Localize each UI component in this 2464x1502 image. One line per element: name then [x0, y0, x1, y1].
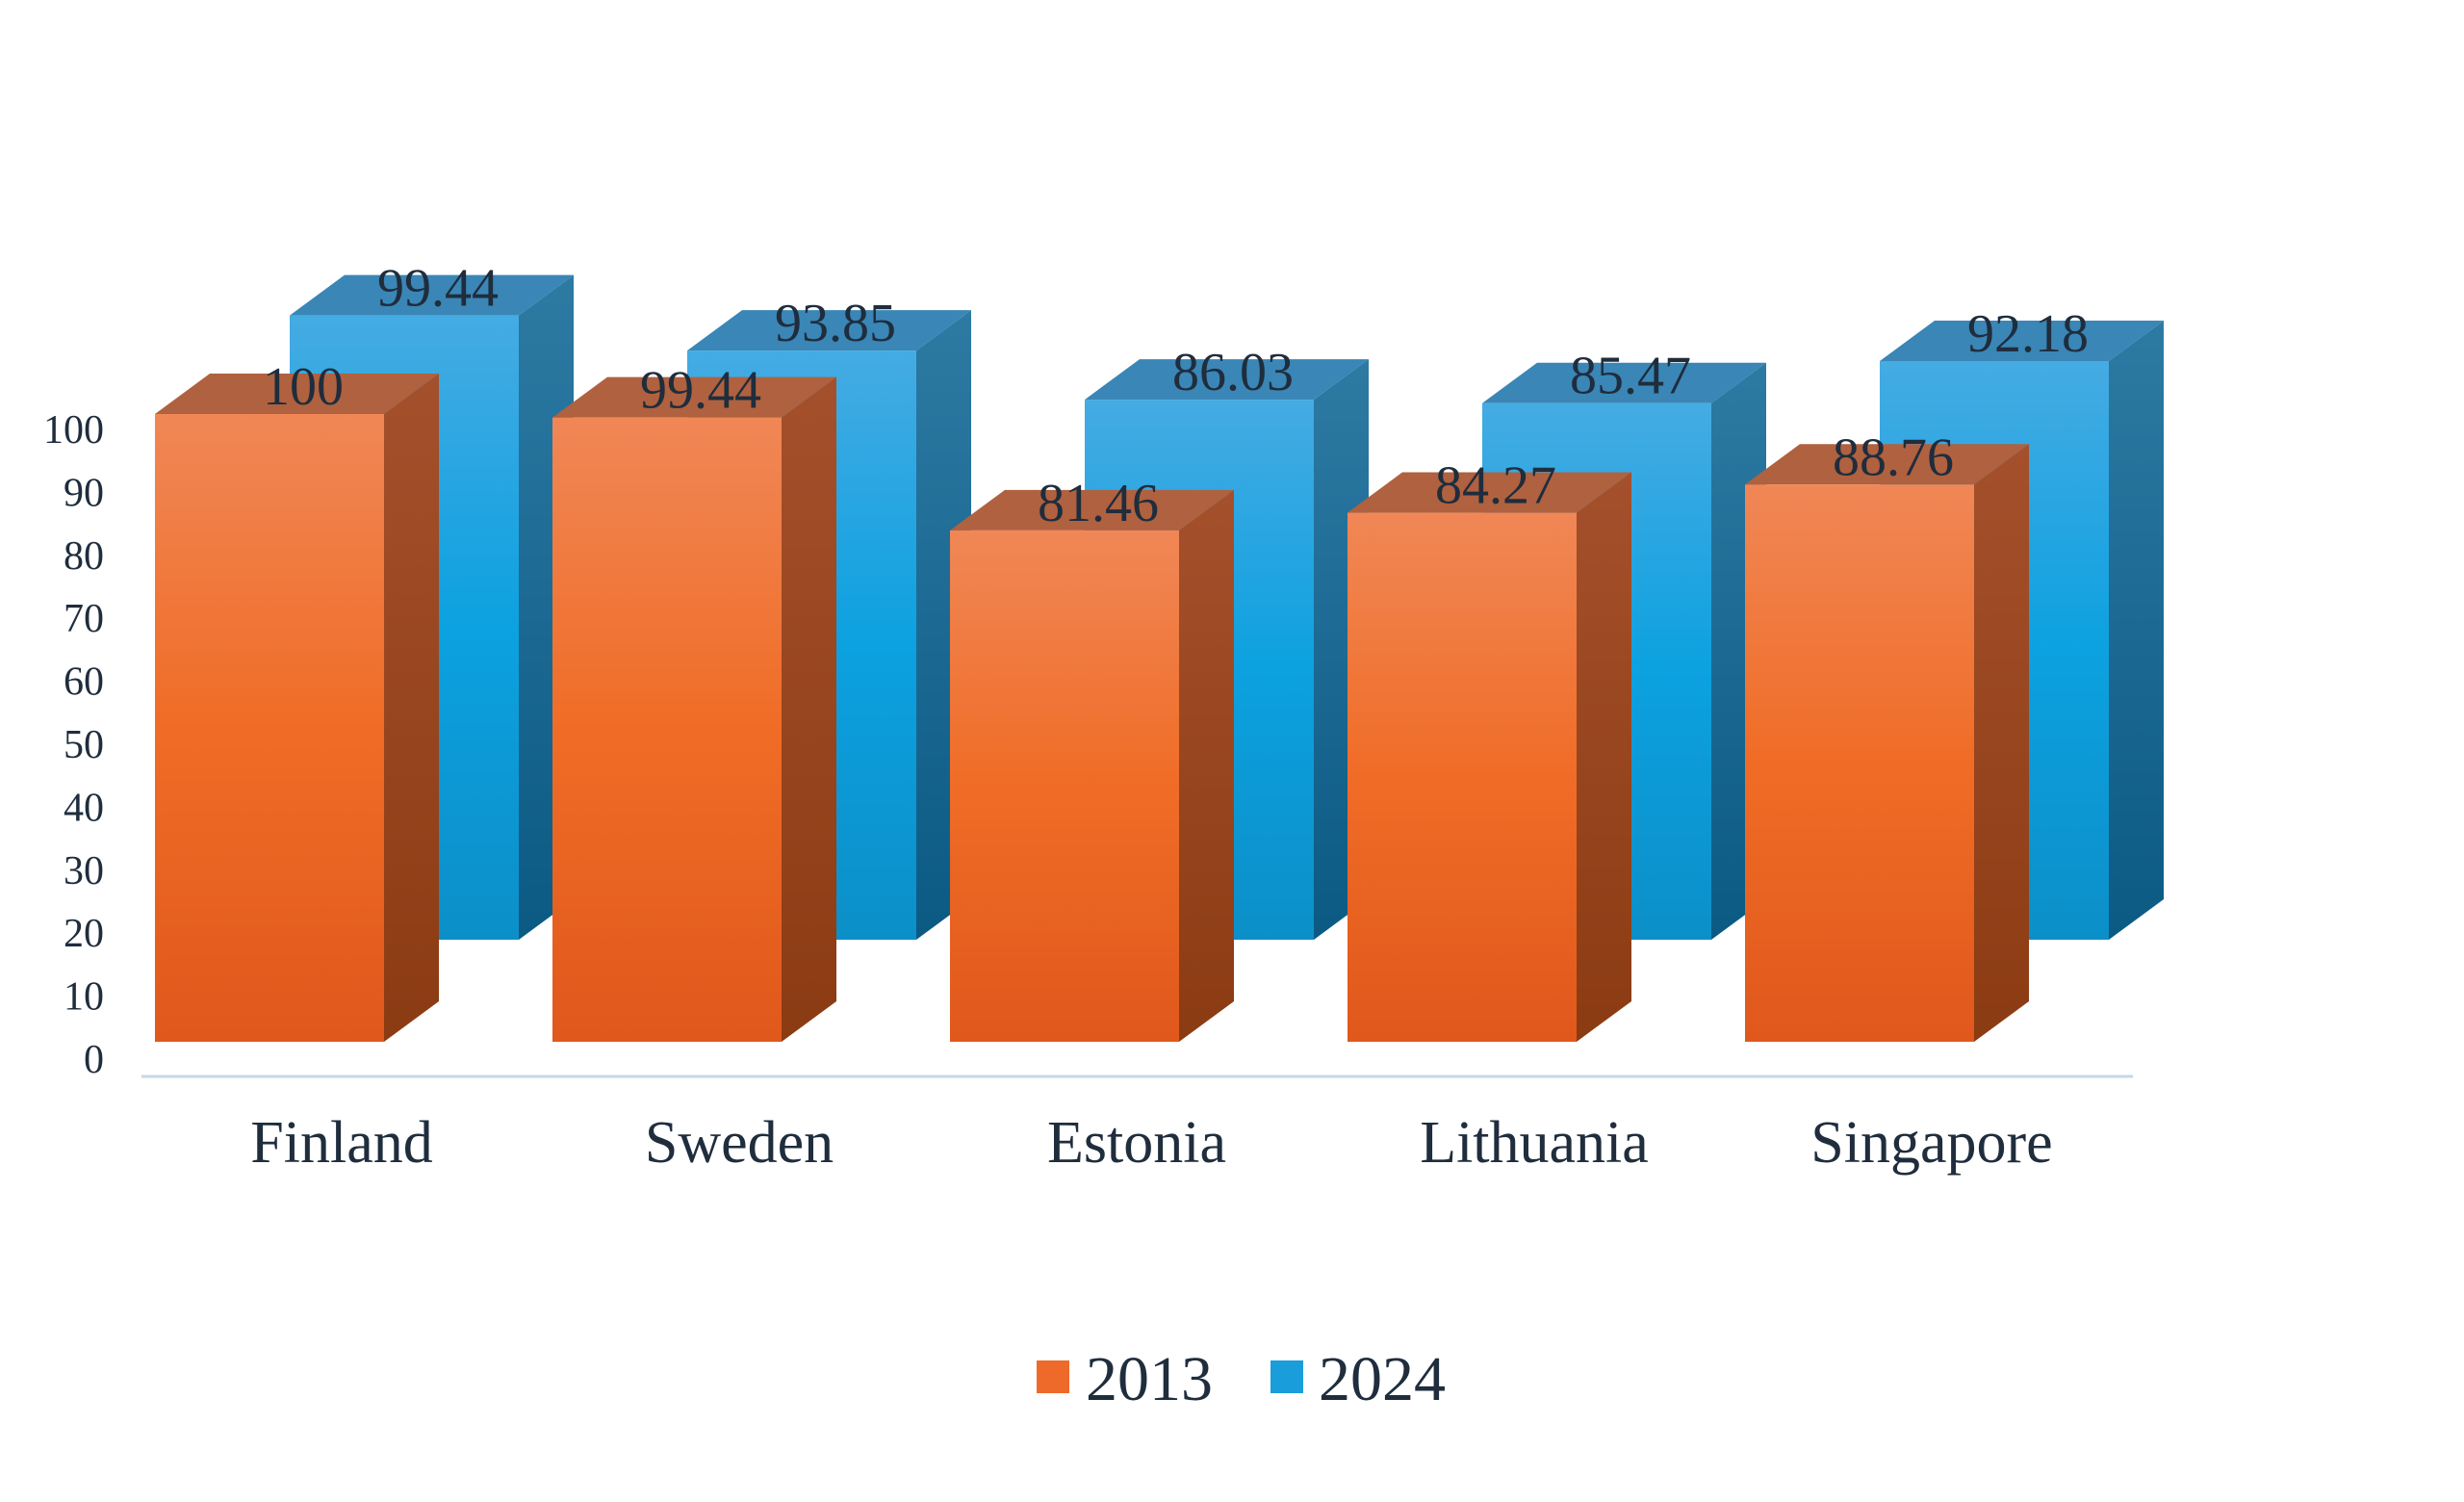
y-tick-20: 20	[64, 912, 104, 956]
bar-2024-finland-value-label: 99.44	[377, 259, 499, 319]
bar-2013-sweden-side	[782, 376, 836, 1042]
bar-2013-sweden-front	[552, 417, 782, 1042]
bar-2013-sweden-top	[552, 376, 836, 418]
bar-2013-finland-value-label: 100	[263, 357, 344, 417]
legend-label-2013: 2013	[1086, 1344, 1213, 1414]
bar-2024-singapore-top	[1880, 320, 2164, 361]
bar-2013-singapore-side	[1974, 444, 2029, 1042]
legend: 2013 2024	[1037, 1344, 1446, 1414]
y-tick-70: 70	[64, 597, 104, 641]
bar-2013-lithuania-value-label: 84.27	[1435, 456, 1556, 516]
bar-2013-lithuania-front	[1348, 512, 1577, 1042]
bar-2013-singapore-value-label: 88.76	[1833, 427, 1954, 487]
bar-2013-sweden-value-label: 99.44	[640, 361, 761, 421]
bar-2013-singapore-top	[1745, 444, 2029, 485]
bar-2013-finland-front	[155, 414, 384, 1042]
bar-2024-singapore-side	[2109, 320, 2164, 940]
bar-2024-estonia-value-label: 86.03	[1172, 343, 1294, 402]
bar-2013-singapore: 88.76	[1745, 427, 2029, 1042]
legend-swatch-2024	[1270, 1360, 1303, 1393]
bar-2024-finland-top	[290, 274, 574, 316]
bar-2013-lithuania-side	[1577, 472, 1631, 1043]
bar-2013-lithuania-top	[1348, 472, 1631, 513]
y-tick-0: 0	[84, 1038, 104, 1082]
y-axis-ticks: 0 10 20 30 40 50 60 70 80 90 100	[43, 408, 104, 1082]
bar-2024-sweden-top	[687, 310, 971, 351]
bar-2024-sweden-value-label: 93.85	[775, 294, 896, 353]
y-tick-90: 90	[64, 471, 104, 515]
y-tick-40: 40	[64, 786, 104, 830]
bar-2013-estonia-value-label: 81.46	[1038, 474, 1159, 533]
bar-2013-sweden: 99.44	[552, 361, 836, 1042]
bar-2013-estonia-side	[1179, 489, 1234, 1042]
series-2013-bars: 100 99.44 81.46 84.27 88.76	[155, 357, 2029, 1043]
y-tick-30: 30	[64, 849, 104, 893]
x-tick-estonia: Estonia	[1047, 1110, 1226, 1176]
y-tick-60: 60	[64, 660, 104, 705]
bar-2013-estonia-front	[950, 530, 1179, 1042]
bar-2013-estonia: 81.46	[950, 474, 1234, 1042]
x-tick-lithuania: Lithuania	[1420, 1110, 1649, 1176]
bar-2024-singapore-value-label: 92.18	[1967, 304, 2089, 364]
bar-2013-estonia-top	[950, 489, 1234, 531]
bar-2024-lithuania-top	[1482, 362, 1766, 403]
y-tick-100: 100	[43, 408, 104, 453]
bar-2013-singapore-front	[1745, 484, 1974, 1042]
x-tick-sweden: Sweden	[645, 1110, 834, 1176]
legend-label-2024: 2024	[1319, 1344, 1446, 1414]
bar-2013-finland: 100	[155, 357, 439, 1042]
bar-2013-finland-top	[155, 374, 439, 414]
bar-2024-estonia-top	[1085, 359, 1369, 401]
bar-2024-lithuania-value-label: 85.47	[1570, 347, 1691, 406]
bar-2013-finland-side	[384, 374, 439, 1042]
x-axis-labels: Finland Sweden Estonia Lithuania Singapore	[250, 1110, 2052, 1176]
x-tick-finland: Finland	[250, 1110, 432, 1176]
x-tick-singapore: Singapore	[1810, 1110, 2052, 1176]
y-tick-80: 80	[64, 534, 104, 579]
legend-swatch-2013	[1037, 1360, 1069, 1393]
bar-2013-lithuania: 84.27	[1348, 456, 1631, 1043]
y-tick-10: 10	[64, 975, 104, 1020]
y-tick-50: 50	[64, 723, 104, 767]
